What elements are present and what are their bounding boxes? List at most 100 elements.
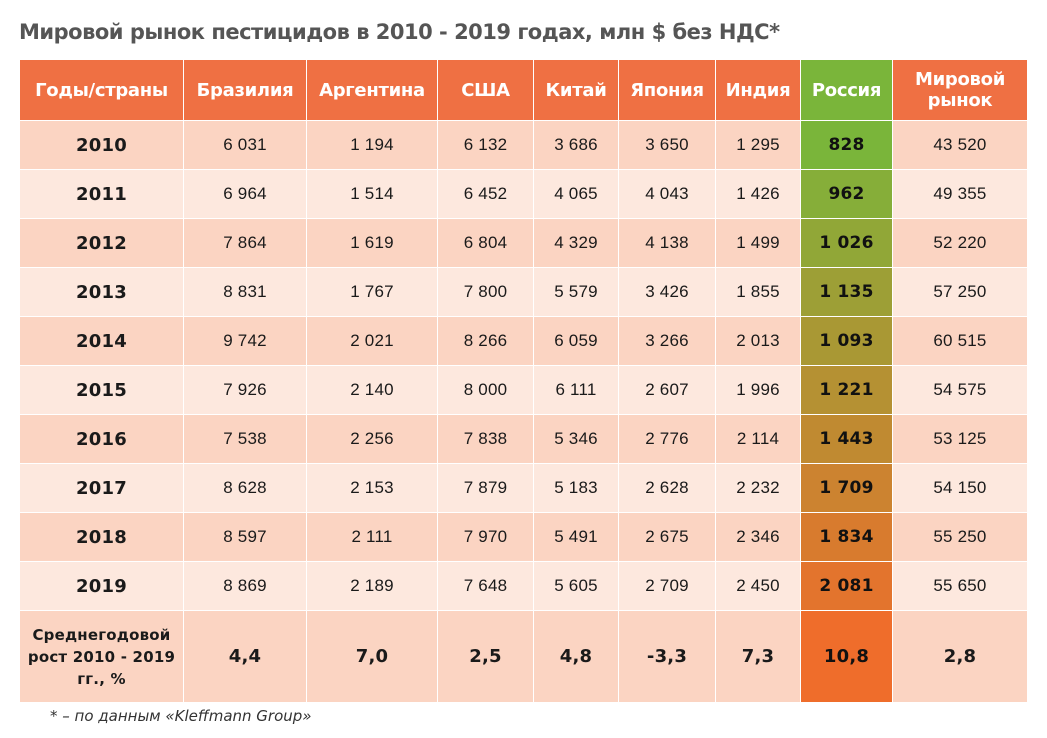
value-cell: 4 043 — [618, 169, 716, 219]
value-cell: 3 650 — [618, 120, 716, 170]
value-cell: 6 111 — [533, 365, 619, 415]
table-row: 2016 7 538 2 256 7 838 5 346 2 776 2 114 1 443 5… — [19, 414, 1028, 464]
value-cell: 57 250 — [892, 267, 1028, 317]
value-cell: 2 776 — [618, 414, 716, 464]
table-row: 2017 8 628 2 153 7 879 5 183 2 628 2 232 1 709 5… — [19, 463, 1028, 513]
year-cell: 2016 — [19, 414, 184, 464]
column-header: США — [437, 59, 534, 121]
value-cell: 6 132 — [437, 120, 534, 170]
chart-title: Мировой рынок пестицидов в 2010 - 2019 г… — [19, 20, 780, 44]
growth-value-cell: 7,0 — [306, 610, 438, 703]
table-row: 2018 8 597 2 111 7 970 5 491 2 675 2 346 1 834 5… — [19, 512, 1028, 562]
value-cell: 6 964 — [183, 169, 307, 219]
value-cell: 3 426 — [618, 267, 716, 317]
column-header: Китай — [533, 59, 619, 121]
value-cell: 52 220 — [892, 218, 1028, 268]
value-cell: 43 520 — [892, 120, 1028, 170]
growth-label-cell: Среднегодовой рост 2010 - 2019 гг., % — [19, 610, 184, 703]
russia-value-cell: 1 093 — [800, 316, 893, 366]
growth-value-cell: 2,5 — [437, 610, 534, 703]
value-cell: 5 605 — [533, 561, 619, 611]
value-cell: 2 021 — [306, 316, 438, 366]
table-row: 2014 9 742 2 021 8 266 6 059 3 266 2 013 1 093 6… — [19, 316, 1028, 366]
value-cell: 2 346 — [715, 512, 801, 562]
russia-value-cell: 1 834 — [800, 512, 893, 562]
value-cell: 7 879 — [437, 463, 534, 513]
table-row: 2012 7 864 1 619 6 804 4 329 4 138 1 499 1 026 5… — [19, 218, 1028, 268]
value-cell: 2 232 — [715, 463, 801, 513]
value-cell: 8 266 — [437, 316, 534, 366]
year-cell: 2017 — [19, 463, 184, 513]
value-cell: 7 800 — [437, 267, 534, 317]
table-row: 2011 6 964 1 514 6 452 4 065 4 043 1 426 962 49 … — [19, 169, 1028, 219]
value-cell: 2 013 — [715, 316, 801, 366]
value-cell: 4 065 — [533, 169, 619, 219]
value-cell: 4 329 — [533, 218, 619, 268]
value-cell: 55 250 — [892, 512, 1028, 562]
value-cell: 55 650 — [892, 561, 1028, 611]
value-cell: 2 675 — [618, 512, 716, 562]
value-cell: 9 742 — [183, 316, 307, 366]
value-cell: 2 153 — [306, 463, 438, 513]
column-header: Мировой рынок — [892, 59, 1028, 121]
value-cell: 1 499 — [715, 218, 801, 268]
value-cell: 7 864 — [183, 218, 307, 268]
value-cell: 2 140 — [306, 365, 438, 415]
year-cell: 2019 — [19, 561, 184, 611]
year-cell: 2013 — [19, 267, 184, 317]
value-cell: 2 607 — [618, 365, 716, 415]
value-cell: 1 514 — [306, 169, 438, 219]
russia-value-cell: 1 221 — [800, 365, 893, 415]
russia-value-cell: 828 — [800, 120, 893, 170]
value-cell: 53 125 — [892, 414, 1028, 464]
value-cell: 5 346 — [533, 414, 619, 464]
value-cell: 2 709 — [618, 561, 716, 611]
value-cell: 7 648 — [437, 561, 534, 611]
year-cell: 2015 — [19, 365, 184, 415]
value-cell: 6 452 — [437, 169, 534, 219]
value-cell: 2 111 — [306, 512, 438, 562]
value-cell: 1 426 — [715, 169, 801, 219]
column-header: Индия — [715, 59, 801, 121]
value-cell: 1 855 — [715, 267, 801, 317]
value-cell: 49 355 — [892, 169, 1028, 219]
table-body: 2010 6 031 1 194 6 132 3 686 3 650 1 295 828 43 … — [19, 120, 1028, 703]
year-cell: 2012 — [19, 218, 184, 268]
value-cell: 7 838 — [437, 414, 534, 464]
russia-growth-cell: 10,8 — [800, 610, 893, 703]
value-cell: 5 579 — [533, 267, 619, 317]
year-cell: 2010 — [19, 120, 184, 170]
column-header: Бразилия — [183, 59, 307, 121]
value-cell: 4 138 — [618, 218, 716, 268]
value-cell: 6 059 — [533, 316, 619, 366]
russia-value-cell: 962 — [800, 169, 893, 219]
source-footnote: * – по данным «Kleffmann Group» — [50, 707, 312, 725]
table-row: 2019 8 869 2 189 7 648 5 605 2 709 2 450 2 081 5… — [19, 561, 1028, 611]
russia-value-cell: 1 709 — [800, 463, 893, 513]
column-header: Аргентина — [306, 59, 438, 121]
value-cell: 5 491 — [533, 512, 619, 562]
value-cell: 8 831 — [183, 267, 307, 317]
value-cell: 3 686 — [533, 120, 619, 170]
year-cell: 2014 — [19, 316, 184, 366]
value-cell: 60 515 — [892, 316, 1028, 366]
value-cell: 2 450 — [715, 561, 801, 611]
value-cell: 2 114 — [715, 414, 801, 464]
value-cell: 7 970 — [437, 512, 534, 562]
table-row: 2010 6 031 1 194 6 132 3 686 3 650 1 295 828 43 … — [19, 120, 1028, 170]
value-cell: 6 804 — [437, 218, 534, 268]
table-row: 2015 7 926 2 140 8 000 6 111 2 607 1 996 1 221 5… — [19, 365, 1028, 415]
value-cell: 8 628 — [183, 463, 307, 513]
table-header-row: Годы/страны Бразилия Аргентина США Китай Япон… — [19, 59, 1028, 121]
value-cell: 2 256 — [306, 414, 438, 464]
value-cell: 1 767 — [306, 267, 438, 317]
column-header: Япония — [618, 59, 716, 121]
value-cell: 5 183 — [533, 463, 619, 513]
value-cell: 8 000 — [437, 365, 534, 415]
value-cell: 8 597 — [183, 512, 307, 562]
average-growth-row: Среднегодовой рост 2010 - 2019 гг., % 4,4… — [19, 610, 1028, 703]
value-cell: 2 189 — [306, 561, 438, 611]
pesticide-market-table: Годы/страны Бразилия Аргентина США Китай Япон… — [19, 59, 1028, 703]
value-cell: 8 869 — [183, 561, 307, 611]
column-header: Россия — [800, 59, 893, 121]
